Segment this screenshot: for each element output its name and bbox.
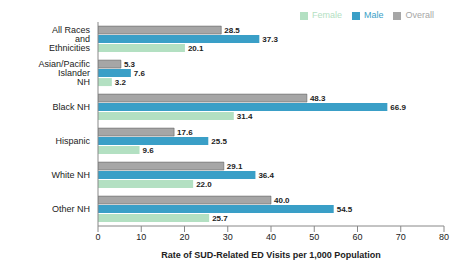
svg-text:20.1: 20.1 <box>188 44 204 53</box>
svg-text:40: 40 <box>266 232 276 242</box>
svg-text:29.1: 29.1 <box>227 162 243 171</box>
svg-text:60: 60 <box>352 232 362 242</box>
svg-text:All RacesandEthnicities: All RacesandEthnicities <box>49 25 91 53</box>
svg-text:9.6: 9.6 <box>143 146 155 155</box>
svg-text:0: 0 <box>95 232 100 242</box>
svg-text:30: 30 <box>223 232 233 242</box>
svg-text:48.3: 48.3 <box>310 94 326 103</box>
svg-text:Asian/PacificIslanderNH: Asian/PacificIslanderNH <box>38 59 90 87</box>
svg-text:36.4: 36.4 <box>258 171 274 180</box>
svg-text:Rate of SUD-Related ED Visits: Rate of SUD-Related ED Visits per 1,000 … <box>161 250 380 260</box>
svg-text:66.9: 66.9 <box>390 103 406 112</box>
svg-text:White NH: White NH <box>51 170 90 180</box>
svg-text:17.6: 17.6 <box>177 128 193 137</box>
svg-text:50: 50 <box>309 232 319 242</box>
svg-text:5.3: 5.3 <box>124 60 136 69</box>
svg-text:28.5: 28.5 <box>224 26 240 35</box>
svg-text:Black NH: Black NH <box>52 102 90 112</box>
svg-text:37.3: 37.3 <box>262 35 278 44</box>
svg-text:Hispanic: Hispanic <box>55 136 90 146</box>
svg-text:40.0: 40.0 <box>274 196 290 205</box>
svg-text:70: 70 <box>396 232 406 242</box>
svg-text:7.6: 7.6 <box>134 69 146 78</box>
svg-text:25.5: 25.5 <box>211 137 227 146</box>
svg-text:25.7: 25.7 <box>212 214 228 223</box>
svg-text:54.5: 54.5 <box>337 205 353 214</box>
html-text:Male: Male <box>364 10 384 20</box>
svg-text:10: 10 <box>136 232 146 242</box>
svg-text:22.0: 22.0 <box>196 180 212 189</box>
svg-text:80: 80 <box>439 232 449 242</box>
html-text:Female: Female <box>312 10 342 20</box>
html-text:Overall: Overall <box>405 10 434 20</box>
svg-text:31.4: 31.4 <box>237 112 253 121</box>
svg-text:Other NH: Other NH <box>52 204 90 214</box>
svg-text:20: 20 <box>179 232 189 242</box>
svg-text:3.2: 3.2 <box>115 78 127 87</box>
